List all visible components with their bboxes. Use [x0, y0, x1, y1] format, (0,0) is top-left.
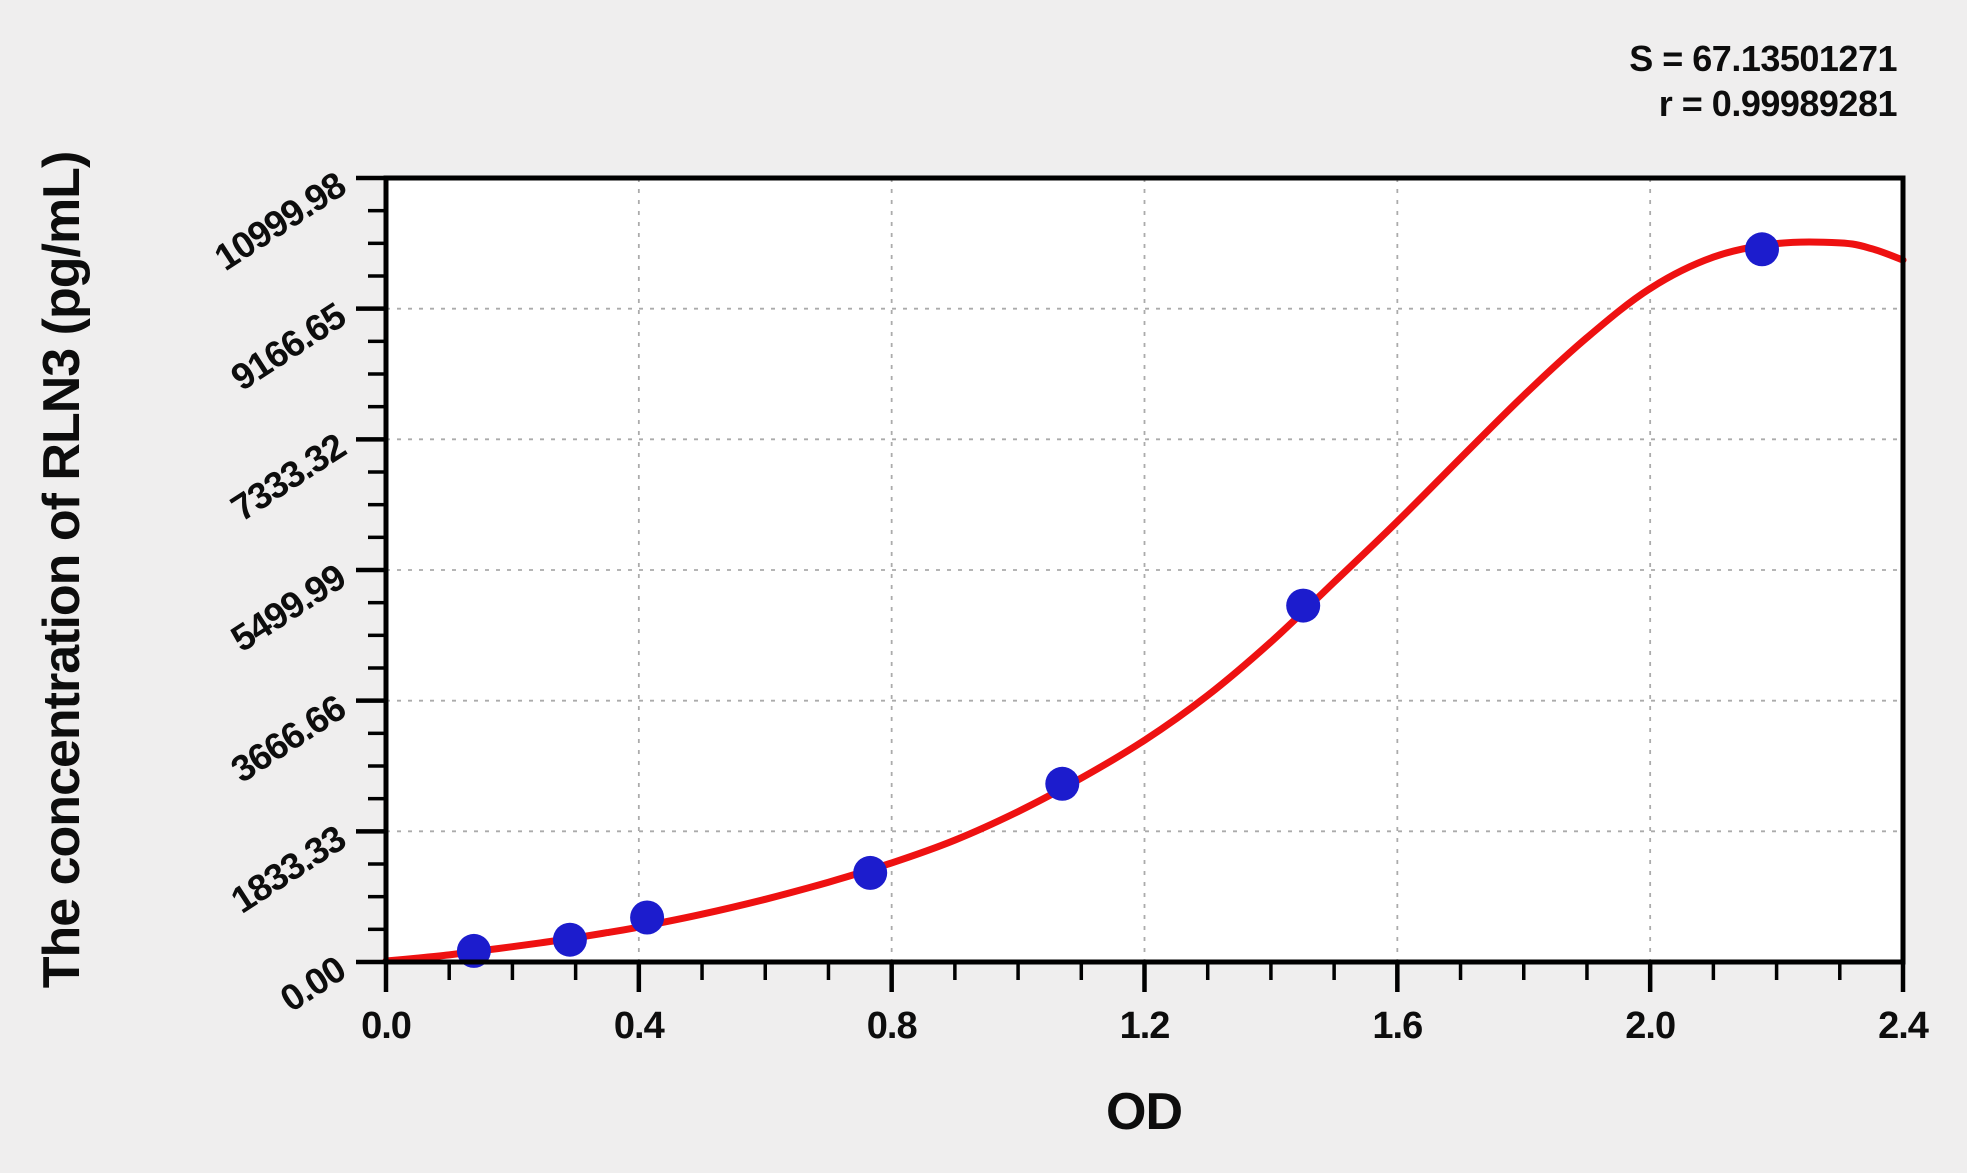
y-tick-label: 0.00 [273, 948, 353, 1020]
x-tick-label: 1.6 [1372, 1005, 1422, 1047]
y-axis-title: The concentration of RLN3 (pg/mL) [33, 151, 91, 989]
y-tick-label: 10999.98 [207, 164, 352, 278]
x-tick-label: 0.8 [867, 1005, 917, 1047]
data-point [1745, 232, 1779, 267]
y-tick-label: 3666.66 [224, 687, 353, 791]
y-tick-label: 1833.33 [224, 817, 353, 921]
y-tick-label: 9166.65 [224, 295, 353, 399]
r-value-label: r = 0.99989281 [1658, 83, 1898, 124]
x-tick-label: 2.0 [1625, 1005, 1675, 1047]
data-point [853, 855, 888, 890]
x-tick-label: 0.4 [614, 1005, 665, 1047]
x-axis-title: OD [1106, 1083, 1183, 1141]
x-tick-label: 1.2 [1120, 1005, 1170, 1047]
plot-background [386, 178, 1903, 962]
fitted-curve [382, 238, 1907, 965]
y-tick-label: 7333.32 [224, 425, 353, 529]
x-tick-label: 2.4 [1878, 1005, 1929, 1047]
x-tick-label: 0.0 [361, 1005, 411, 1047]
fit-statistics: S = 67.13501271 r = 0.99989281 [1629, 36, 1897, 126]
data-point [456, 933, 491, 968]
data-point [630, 900, 665, 935]
y-tick-label: 5499.99 [224, 556, 353, 660]
data-point [552, 922, 587, 957]
s-value-label: S = 67.13501271 [1629, 38, 1897, 79]
plot-border [383, 175, 1906, 965]
data-point [1045, 766, 1080, 801]
data-point [1286, 588, 1321, 623]
